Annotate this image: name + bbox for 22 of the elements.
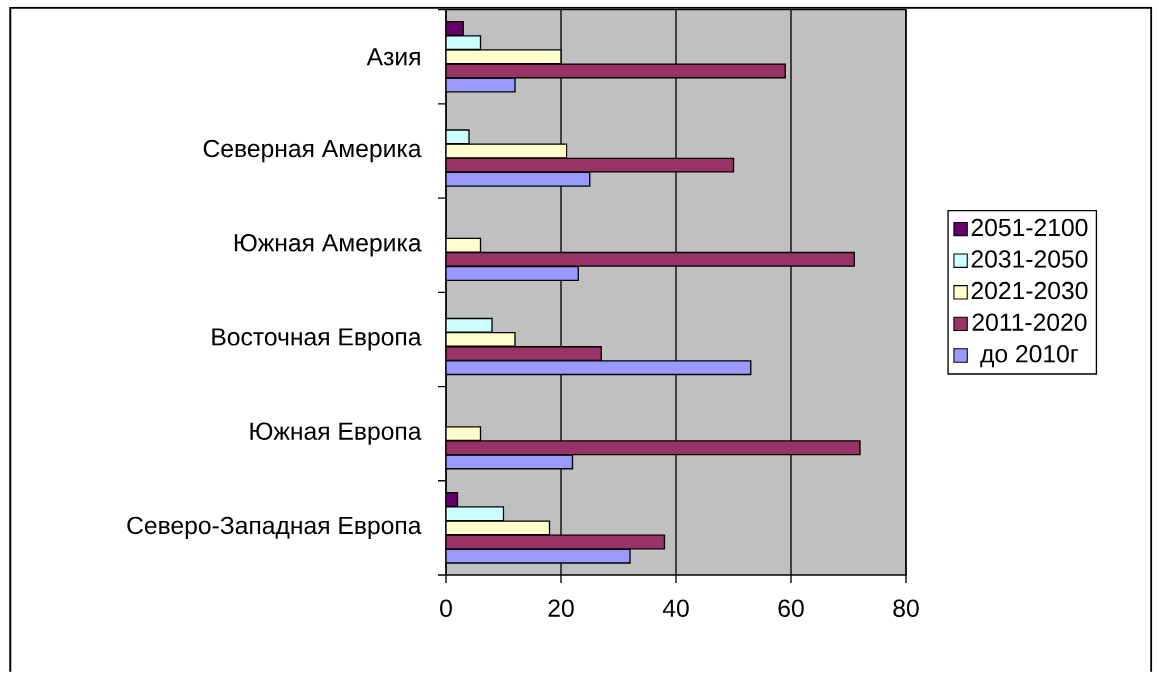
- legend-label: 2011-2020: [972, 313, 1087, 331]
- bar: [446, 426, 482, 442]
- bar: [446, 35, 482, 51]
- y-tick-label: Южная Европа: [250, 422, 422, 445]
- bar: [446, 251, 855, 267]
- x-tick-label: 40: [662, 599, 689, 617]
- legend-label: 2021-2030: [971, 281, 1088, 300]
- x-tick-label: 60: [778, 599, 804, 617]
- x-tick-label: 80: [893, 599, 919, 617]
- legend-label: 2051-2100: [971, 218, 1088, 237]
- y-tick-label: Северная Америка: [203, 139, 422, 163]
- legend-label: 2031-2050: [971, 250, 1088, 268]
- y-tick-label: Южная Америка: [234, 234, 422, 257]
- x-tick-label: 20: [548, 599, 574, 617]
- y-tick-label: Азия: [366, 48, 420, 66]
- y-tick-label: Северо-Западная Европа: [127, 516, 422, 540]
- y-tick-label: Восточная Европа: [212, 328, 422, 351]
- bar: [446, 265, 579, 281]
- bar: [446, 346, 602, 362]
- x-tick-label: 0: [440, 599, 452, 617]
- legend-label: до 2010г: [980, 345, 1079, 368]
- bar: [446, 331, 516, 347]
